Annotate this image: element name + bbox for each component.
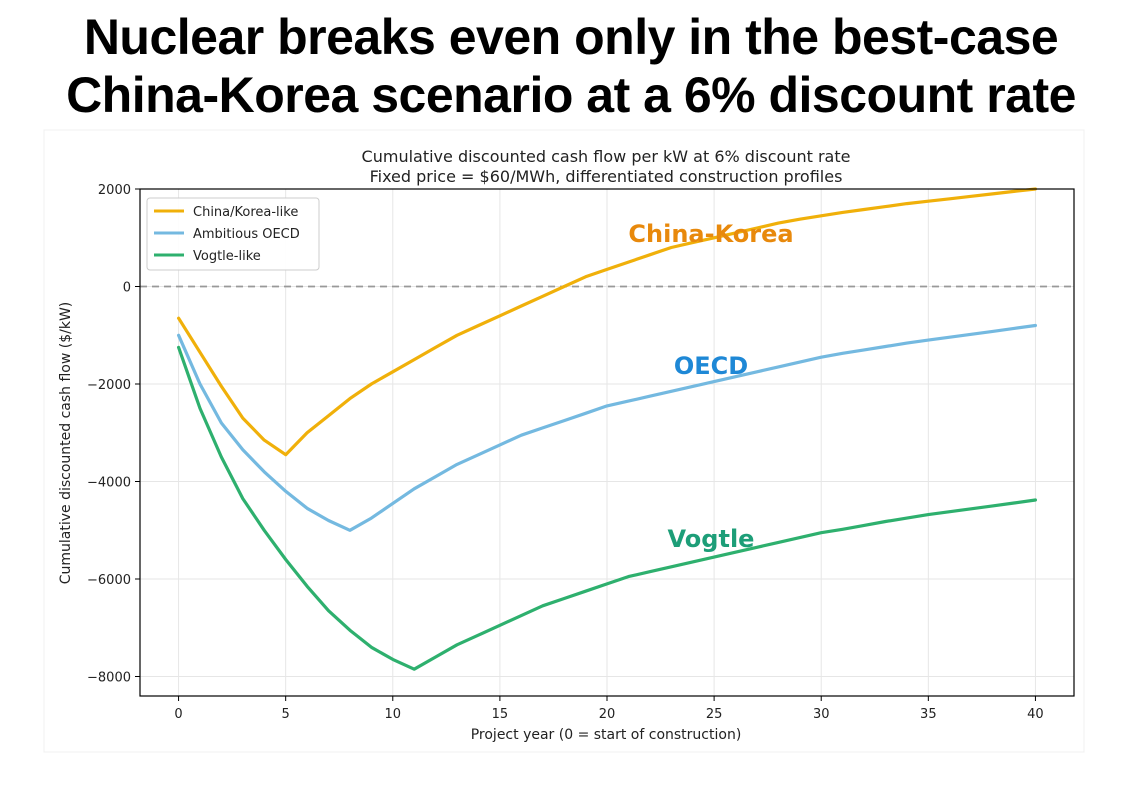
x-tick-label: 30 xyxy=(813,707,830,722)
legend-label-china-korea: China/Korea-like xyxy=(193,205,298,220)
legend-label-oecd: Ambitious OECD xyxy=(193,227,300,242)
y-tick-label: −4000 xyxy=(87,476,131,491)
x-tick-label: 5 xyxy=(282,707,290,722)
x-tick-label: 35 xyxy=(920,707,937,722)
x-axis-ticks: 0 5 10 15 20 25 30 35 40 xyxy=(174,696,1044,722)
y-tick-label: 0 xyxy=(123,281,131,296)
y-tick-label: −2000 xyxy=(87,378,131,393)
series-line-china-korea-like xyxy=(177,187,1038,457)
y-tick-label: 2000 xyxy=(98,183,131,198)
y-tick-label: −6000 xyxy=(87,573,131,588)
x-tick-label: 10 xyxy=(385,707,402,722)
annotation-vogtle: Vogtle xyxy=(668,525,755,553)
series-line-ambitious-oecd xyxy=(177,323,1038,532)
headline: Nuclear breaks even only in the best-cas… xyxy=(0,8,1142,124)
series-lines xyxy=(177,187,1038,671)
x-tick-label: 15 xyxy=(492,707,509,722)
legend-box xyxy=(146,197,320,271)
x-tick-label: 40 xyxy=(1027,707,1044,722)
legend: China/Korea-like Ambitious OECD Vogtle-l… xyxy=(146,197,320,271)
chart-title: Cumulative discounted cash flow per kW a… xyxy=(362,147,851,166)
series-line-vogtle-like xyxy=(177,345,1038,671)
x-axis-label: Project year (0 = start of construction) xyxy=(471,727,742,743)
x-tick-label: 0 xyxy=(174,707,182,722)
legend-label-vogtle: Vogtle-like xyxy=(193,249,261,264)
annotation-oecd: OECD xyxy=(674,352,748,380)
headline-line-2: China-Korea scenario at a 6% discount ra… xyxy=(66,67,1076,123)
x-tick-label: 25 xyxy=(706,707,723,722)
annotation-china-korea: China-Korea xyxy=(628,220,793,248)
headline-line-1: Nuclear breaks even only in the best-cas… xyxy=(83,9,1059,65)
y-axis-ticks: 2000 0 −2000 −4000 −6000 −8000 xyxy=(87,183,140,686)
chart-subtitle: Fixed price = $60/MWh, differentiated co… xyxy=(370,167,843,186)
x-tick-label: 20 xyxy=(599,707,616,722)
y-tick-label: −8000 xyxy=(87,671,131,686)
y-axis-label: Cumulative discounted cash flow ($/kW) xyxy=(58,302,74,585)
